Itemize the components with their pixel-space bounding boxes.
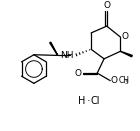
Text: 3: 3 bbox=[124, 80, 128, 85]
Text: Cl: Cl bbox=[90, 96, 100, 106]
Text: O: O bbox=[111, 76, 118, 85]
Polygon shape bbox=[120, 51, 132, 57]
Text: CH: CH bbox=[119, 76, 130, 85]
Text: ·: · bbox=[86, 96, 90, 106]
Text: NH: NH bbox=[61, 51, 74, 60]
Text: O: O bbox=[103, 1, 110, 10]
Polygon shape bbox=[50, 42, 58, 55]
Text: O: O bbox=[75, 69, 82, 78]
Text: H: H bbox=[78, 96, 86, 106]
Text: O: O bbox=[121, 32, 128, 41]
